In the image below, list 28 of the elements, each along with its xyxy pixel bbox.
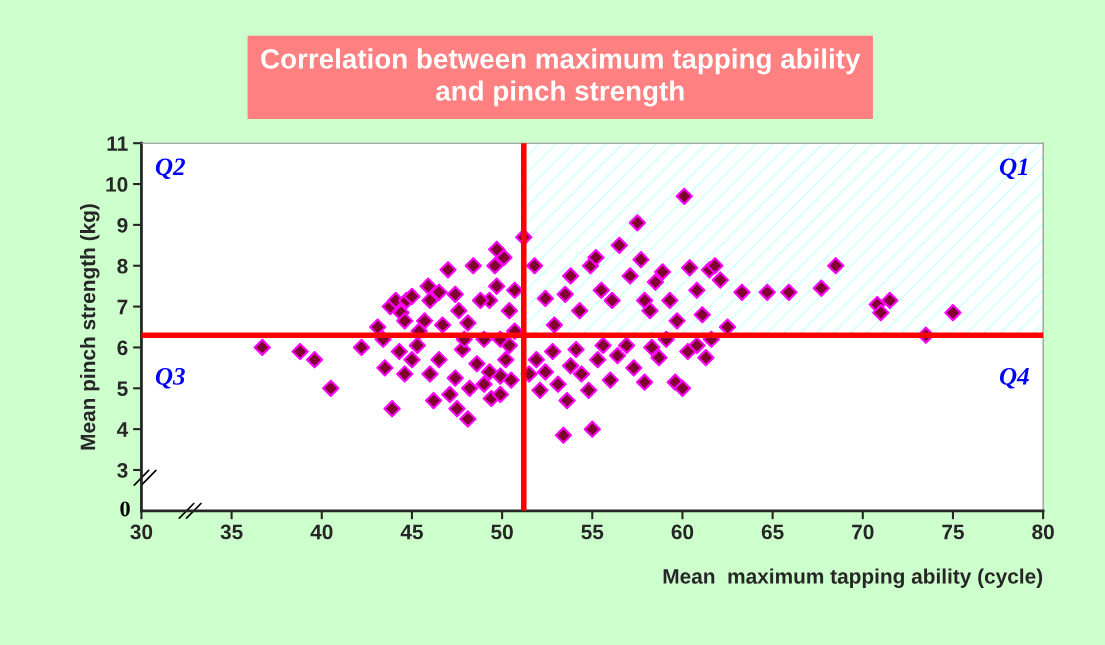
y-tick-label: 7 xyxy=(117,299,128,315)
x-tick-label: 40 xyxy=(310,524,333,540)
x-tick-label: 70 xyxy=(852,524,874,540)
y-tick-label: 4 xyxy=(116,422,129,437)
x-tick-label: 35 xyxy=(220,524,243,540)
annotation: Q1 xyxy=(999,158,1028,179)
y-tick-label: 5 xyxy=(117,381,128,397)
x-tick-label: 75 xyxy=(942,524,964,540)
annotation: Q3 xyxy=(155,367,185,389)
x-axis-title: Mean maximum tapping ability (cycle) xyxy=(663,568,1043,588)
y-tick-label: 11 xyxy=(107,136,128,151)
x-tick-label: 45 xyxy=(400,524,423,540)
annotation: Q4 xyxy=(999,367,1029,389)
y-tick-label: 9 xyxy=(117,217,128,233)
x-tick-label: 80 xyxy=(1032,524,1054,540)
x-tick-label: 55 xyxy=(581,524,604,540)
y-tick-label: 3 xyxy=(117,462,128,478)
y-tick-label: 8 xyxy=(117,258,128,274)
annotation: Q2 xyxy=(155,158,185,179)
y-tick-label: 6 xyxy=(117,340,128,356)
x-tick-label: 60 xyxy=(671,524,694,540)
chart-title: Correlation between maximum tapping ability and pinch strength xyxy=(261,48,861,107)
y-axis-title: Mean pinch strength (kg) xyxy=(80,204,100,450)
x-tick-label: 65 xyxy=(761,524,784,540)
x-tick-label: 30 xyxy=(130,524,153,540)
y-tick-label: 10 xyxy=(106,177,128,192)
text: 0 xyxy=(120,501,130,517)
x-tick-label: 50 xyxy=(491,524,513,540)
